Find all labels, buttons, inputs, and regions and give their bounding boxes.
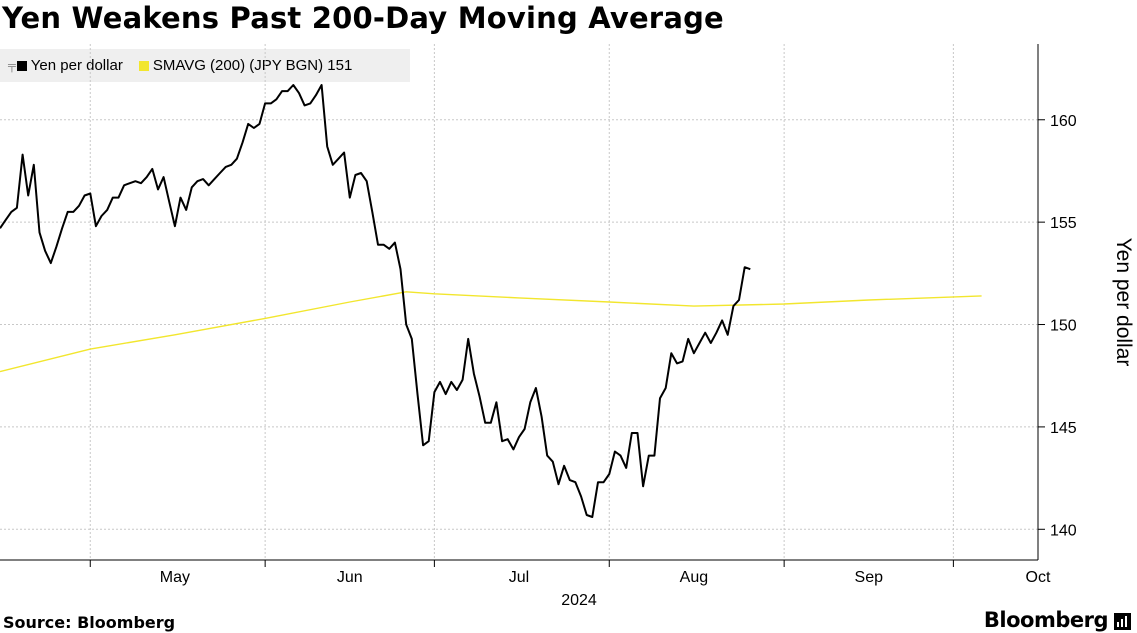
y-tick-label: 140 <box>1050 522 1077 539</box>
legend-item-yen: ╤ Yen per dollar <box>8 57 123 74</box>
x-tick-label: Jun <box>337 569 363 586</box>
x-tick-label: Sep <box>855 569 884 586</box>
legend: ╤ Yen per dollar SMAVG (200) (JPY BGN) 1… <box>0 49 410 82</box>
legend-label-yen: Yen per dollar <box>30 57 123 74</box>
candlestick-icon: ╤ <box>8 59 16 72</box>
y-tick-label: 160 <box>1050 113 1077 130</box>
bloomberg-bars-icon <box>1114 612 1131 630</box>
series-line-yen <box>0 84 751 518</box>
x-tick-label: May <box>160 569 190 586</box>
brand-logo: Bloomberg <box>984 608 1131 632</box>
legend-swatch-smavg <box>138 60 149 71</box>
source-note: Source: Bloomberg <box>3 613 176 632</box>
x-year-label: 2024 <box>561 592 597 609</box>
legend-item-smavg: SMAVG (200) (JPY BGN) 151 <box>138 57 353 74</box>
y-tick-label: 145 <box>1050 420 1077 437</box>
brand-name: Bloomberg <box>983 608 1109 632</box>
x-tick-label: Oct <box>1026 569 1051 586</box>
series-line-smavg <box>0 291 982 373</box>
x-tick-label: Aug <box>680 569 708 586</box>
y-tick-label: 155 <box>1050 215 1077 232</box>
legend-label-smavg: SMAVG (200) (JPY BGN) 151 <box>152 57 353 74</box>
chart-title: Yen Weakens Past 200-Day Moving Average <box>2 1 724 35</box>
y-tick-label: 150 <box>1050 318 1077 335</box>
x-tick-label: Jul <box>509 569 529 586</box>
legend-swatch-yen <box>16 60 27 71</box>
y-axis-label: Yen per dollar <box>1112 238 1135 367</box>
